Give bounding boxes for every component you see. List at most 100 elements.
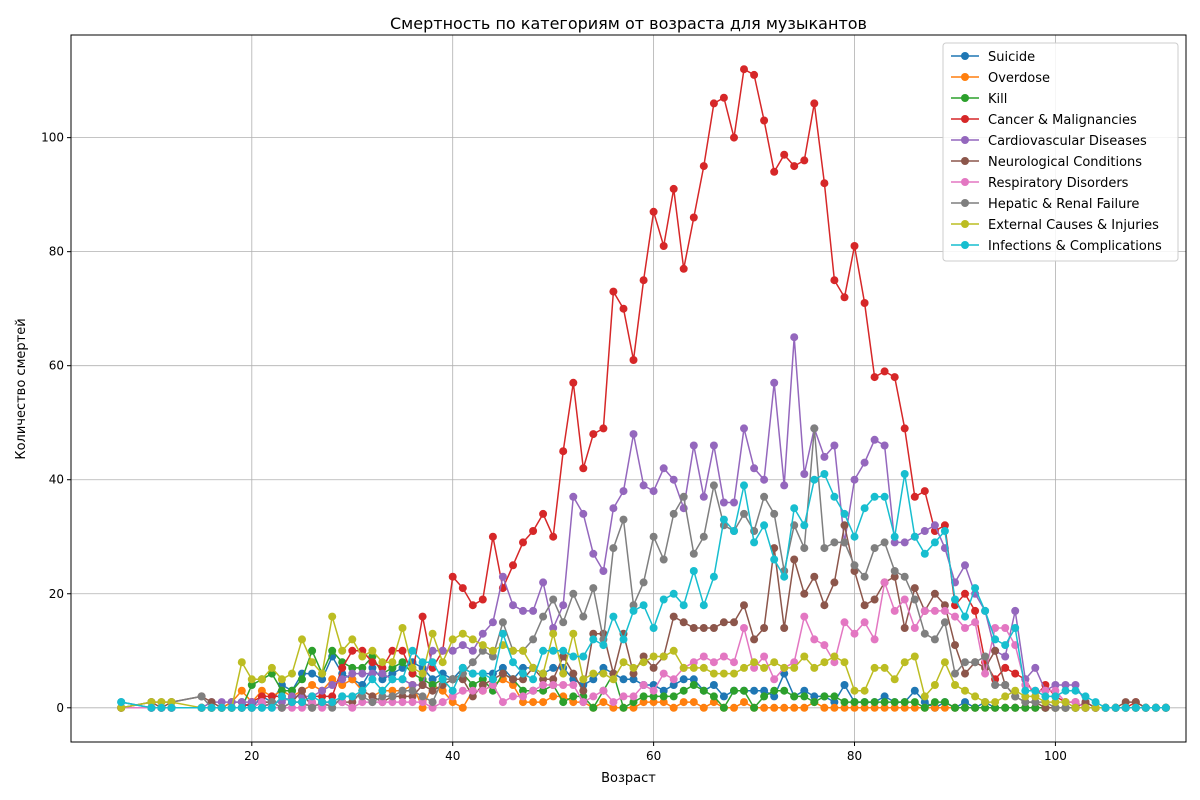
data-point bbox=[589, 549, 598, 558]
data-point bbox=[930, 703, 939, 712]
data-point bbox=[679, 264, 688, 273]
data-point bbox=[1001, 641, 1010, 650]
data-point bbox=[689, 698, 698, 707]
data-point bbox=[408, 669, 417, 678]
data-point bbox=[910, 698, 919, 707]
x-tick-label: 80 bbox=[847, 749, 862, 763]
data-point bbox=[478, 629, 487, 638]
data-point bbox=[519, 538, 527, 547]
data-point bbox=[800, 544, 809, 553]
data-point bbox=[428, 703, 437, 712]
data-point bbox=[338, 681, 347, 689]
data-point bbox=[649, 663, 658, 672]
data-point bbox=[659, 669, 668, 678]
data-point bbox=[699, 624, 708, 632]
data-point bbox=[719, 618, 728, 627]
data-point bbox=[458, 703, 467, 712]
data-point bbox=[971, 703, 980, 712]
data-point bbox=[900, 538, 909, 547]
data-point bbox=[930, 521, 939, 530]
data-point bbox=[699, 663, 708, 672]
data-point bbox=[800, 703, 809, 712]
data-point bbox=[328, 675, 337, 684]
data-point bbox=[719, 652, 728, 661]
data-point bbox=[308, 703, 317, 712]
data-point bbox=[860, 504, 869, 513]
data-point bbox=[408, 646, 417, 655]
data-point bbox=[1011, 669, 1020, 678]
data-point bbox=[629, 703, 638, 712]
data-point bbox=[358, 692, 367, 701]
data-point bbox=[478, 675, 487, 684]
data-point bbox=[549, 681, 558, 689]
data-point bbox=[539, 646, 548, 655]
data-point bbox=[237, 703, 246, 712]
data-point bbox=[961, 703, 969, 712]
data-point bbox=[1021, 686, 1030, 695]
data-point bbox=[850, 475, 859, 484]
data-point bbox=[589, 629, 598, 638]
data-point bbox=[448, 572, 457, 581]
data-point bbox=[559, 447, 568, 456]
data-point bbox=[247, 681, 256, 689]
data-point bbox=[689, 624, 698, 632]
data-point bbox=[750, 538, 759, 547]
data-point bbox=[368, 658, 377, 667]
data-point bbox=[740, 601, 748, 610]
data-point bbox=[930, 698, 939, 707]
ticks: 20 40 60 80 100 0 20 40 60 80 100 bbox=[41, 131, 1067, 763]
data-point bbox=[850, 629, 859, 638]
data-point bbox=[750, 464, 759, 473]
data-point bbox=[448, 635, 457, 644]
legend-marker bbox=[961, 136, 969, 144]
data-point bbox=[940, 527, 949, 535]
data-point bbox=[308, 669, 317, 678]
data-point bbox=[408, 681, 417, 689]
data-point bbox=[860, 458, 869, 467]
data-point bbox=[1041, 692, 1050, 701]
data-point bbox=[519, 686, 527, 695]
data-point bbox=[1001, 681, 1010, 689]
data-point bbox=[579, 464, 588, 473]
data-point bbox=[308, 681, 317, 689]
data-point bbox=[308, 646, 317, 655]
data-point bbox=[730, 669, 738, 678]
data-point bbox=[730, 618, 738, 627]
data-point bbox=[1081, 692, 1090, 701]
data-point bbox=[458, 686, 467, 695]
data-point bbox=[569, 652, 578, 661]
data-point bbox=[1011, 686, 1020, 695]
data-point bbox=[760, 703, 769, 712]
data-point bbox=[820, 470, 829, 478]
data-point bbox=[629, 601, 638, 610]
data-point bbox=[780, 572, 789, 581]
data-point bbox=[368, 646, 377, 655]
data-point bbox=[458, 641, 467, 650]
data-point bbox=[318, 669, 327, 678]
data-point bbox=[247, 698, 256, 707]
data-point bbox=[549, 624, 558, 632]
data-point bbox=[1071, 703, 1080, 712]
data-point bbox=[147, 703, 156, 712]
data-point bbox=[348, 698, 357, 707]
data-point bbox=[730, 133, 738, 142]
data-point bbox=[910, 686, 919, 695]
data-point bbox=[619, 692, 628, 701]
data-point bbox=[689, 658, 698, 667]
data-point bbox=[699, 162, 708, 171]
data-point bbox=[770, 692, 779, 701]
data-point bbox=[760, 116, 769, 125]
data-point bbox=[569, 669, 578, 678]
data-point bbox=[1071, 681, 1080, 689]
data-point bbox=[850, 686, 859, 695]
data-point bbox=[900, 624, 909, 632]
data-point bbox=[298, 675, 306, 684]
data-point bbox=[730, 498, 738, 507]
data-point bbox=[790, 658, 799, 667]
data-point bbox=[448, 692, 457, 701]
data-point bbox=[649, 624, 658, 632]
legend-label: Cardiovascular Diseases bbox=[988, 134, 1147, 149]
data-point bbox=[870, 703, 879, 712]
data-point bbox=[438, 698, 447, 707]
data-point bbox=[318, 692, 327, 701]
